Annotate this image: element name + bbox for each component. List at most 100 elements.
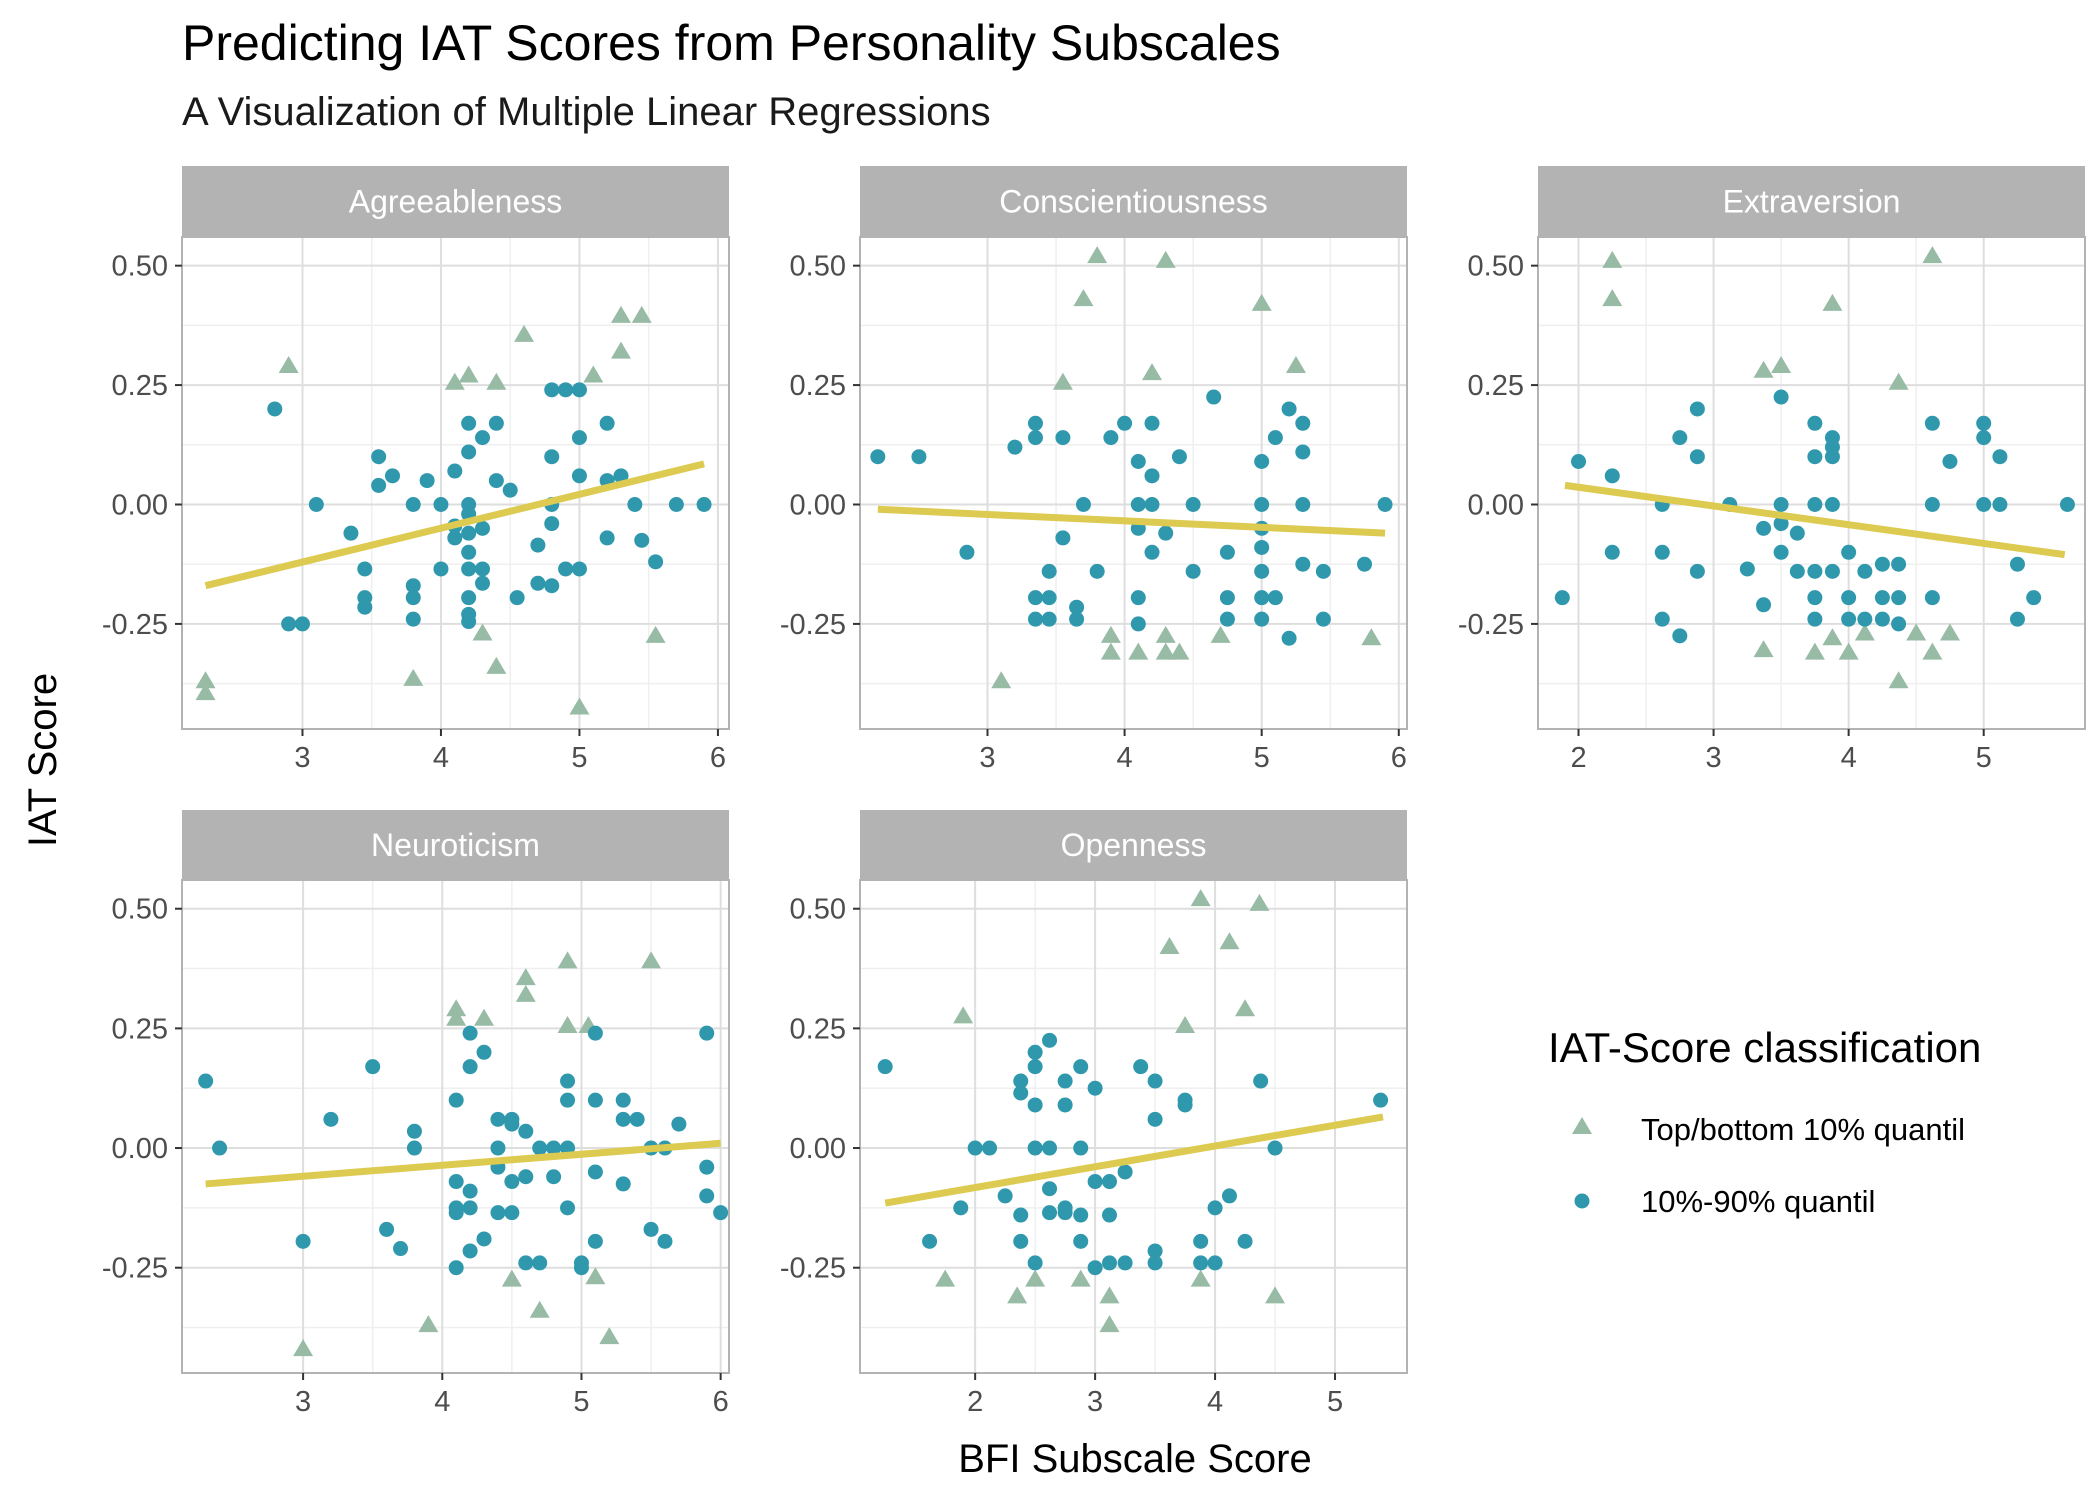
point-middle bbox=[1042, 1140, 1058, 1156]
point-middle bbox=[1281, 401, 1297, 417]
point-middle bbox=[1807, 415, 1823, 431]
point-middle bbox=[544, 382, 560, 398]
point-extreme bbox=[1100, 642, 1121, 660]
point-middle bbox=[509, 590, 525, 606]
point-extreme bbox=[1052, 372, 1073, 390]
panel-strip-label: Openness bbox=[1061, 827, 1207, 863]
point-middle bbox=[546, 1169, 562, 1185]
point-middle bbox=[448, 1205, 464, 1221]
point-middle bbox=[627, 496, 643, 512]
point-middle bbox=[1841, 590, 1857, 606]
point-middle bbox=[560, 1200, 576, 1216]
point-middle bbox=[1171, 449, 1187, 465]
point-extreme bbox=[474, 1008, 495, 1026]
point-middle bbox=[1357, 556, 1373, 572]
y-tick-label: 0.25 bbox=[1468, 370, 1524, 402]
point-middle bbox=[1013, 1085, 1029, 1101]
point-middle bbox=[1254, 496, 1270, 512]
regression-line bbox=[884, 1113, 1384, 1207]
point-middle bbox=[1773, 389, 1789, 405]
y-tick-label: 0.50 bbox=[112, 894, 168, 926]
x-tick-label: 6 bbox=[1391, 742, 1407, 774]
point-middle bbox=[490, 1205, 506, 1221]
point-extreme bbox=[1100, 625, 1121, 643]
panel-strip bbox=[860, 166, 1407, 237]
point-middle bbox=[1807, 496, 1823, 512]
point-extreme bbox=[557, 1015, 578, 1033]
point-middle bbox=[448, 1174, 464, 1190]
point-extreme bbox=[1210, 625, 1231, 643]
point-middle bbox=[405, 611, 421, 627]
point-extreme bbox=[1190, 889, 1211, 907]
point-middle bbox=[599, 415, 615, 431]
point-extreme bbox=[1219, 932, 1240, 950]
point-middle bbox=[1976, 496, 1992, 512]
point-middle bbox=[1069, 599, 1085, 615]
point-middle bbox=[1219, 544, 1235, 560]
point-middle bbox=[571, 430, 587, 446]
y-tick-label: 0.00 bbox=[790, 489, 846, 521]
point-middle bbox=[1992, 449, 2008, 465]
point-middle bbox=[1013, 1207, 1029, 1223]
point-extreme bbox=[1906, 623, 1927, 641]
point-middle bbox=[1267, 1140, 1283, 1156]
point-middle bbox=[1042, 1181, 1058, 1197]
point-middle bbox=[1654, 611, 1670, 627]
point-extreme bbox=[1361, 628, 1382, 646]
point-middle bbox=[1267, 430, 1283, 446]
point-middle bbox=[365, 1059, 381, 1075]
panel-extraversion: Extraversion -0.25 0.00 0.25 0.50 2 3 4 5 bbox=[1458, 166, 2086, 774]
point-middle bbox=[1891, 616, 1907, 632]
point-middle bbox=[475, 561, 491, 577]
point-middle bbox=[1219, 590, 1235, 606]
point-extreme bbox=[1804, 642, 1825, 660]
point-middle bbox=[1069, 611, 1085, 627]
point-extreme bbox=[585, 1267, 606, 1285]
point-middle bbox=[1089, 563, 1105, 579]
point-extreme bbox=[641, 951, 662, 969]
point-middle bbox=[1027, 430, 1043, 446]
point-middle bbox=[1689, 563, 1705, 579]
point-middle bbox=[1219, 611, 1235, 627]
point-middle bbox=[1237, 1233, 1253, 1249]
panel-background bbox=[860, 237, 1407, 729]
point-extreme bbox=[1922, 642, 1943, 660]
point-middle bbox=[461, 561, 477, 577]
point-middle bbox=[877, 1059, 893, 1075]
point-middle bbox=[462, 1183, 478, 1199]
point-middle bbox=[629, 1111, 645, 1127]
point-middle bbox=[295, 1233, 311, 1249]
point-extreme bbox=[1251, 293, 1272, 311]
point-middle bbox=[1185, 563, 1201, 579]
point-middle bbox=[1144, 468, 1160, 484]
point-middle bbox=[699, 1188, 715, 1204]
point-middle bbox=[1057, 1205, 1073, 1221]
point-middle bbox=[1942, 454, 1958, 470]
point-extreme bbox=[418, 1315, 439, 1333]
point-middle bbox=[371, 477, 387, 493]
point-middle bbox=[461, 614, 477, 630]
point-middle bbox=[1891, 590, 1907, 606]
point-middle bbox=[587, 1092, 603, 1108]
point-middle bbox=[699, 1025, 715, 1041]
point-middle bbox=[1924, 415, 1940, 431]
point-middle bbox=[1756, 520, 1772, 536]
y-tick-label: 0.00 bbox=[112, 489, 168, 521]
y-tick-label: 0.25 bbox=[790, 370, 846, 402]
point-middle bbox=[1075, 496, 1091, 512]
point-middle bbox=[558, 561, 574, 577]
point-middle bbox=[982, 1140, 998, 1156]
point-extreme bbox=[486, 656, 507, 674]
point-middle bbox=[532, 1255, 548, 1271]
x-tick-label: 3 bbox=[979, 742, 995, 774]
y-tick-label: 0.00 bbox=[112, 1133, 168, 1165]
point-extreme bbox=[1602, 250, 1623, 268]
point-middle bbox=[1007, 439, 1023, 455]
point-middle bbox=[343, 525, 359, 541]
point-middle bbox=[1117, 415, 1133, 431]
point-extreme bbox=[458, 365, 479, 383]
point-middle bbox=[1027, 1059, 1043, 1075]
y-axis-title: IAT Score bbox=[21, 673, 65, 847]
point-extreme bbox=[1822, 628, 1843, 646]
point-extreme bbox=[1753, 640, 1774, 658]
